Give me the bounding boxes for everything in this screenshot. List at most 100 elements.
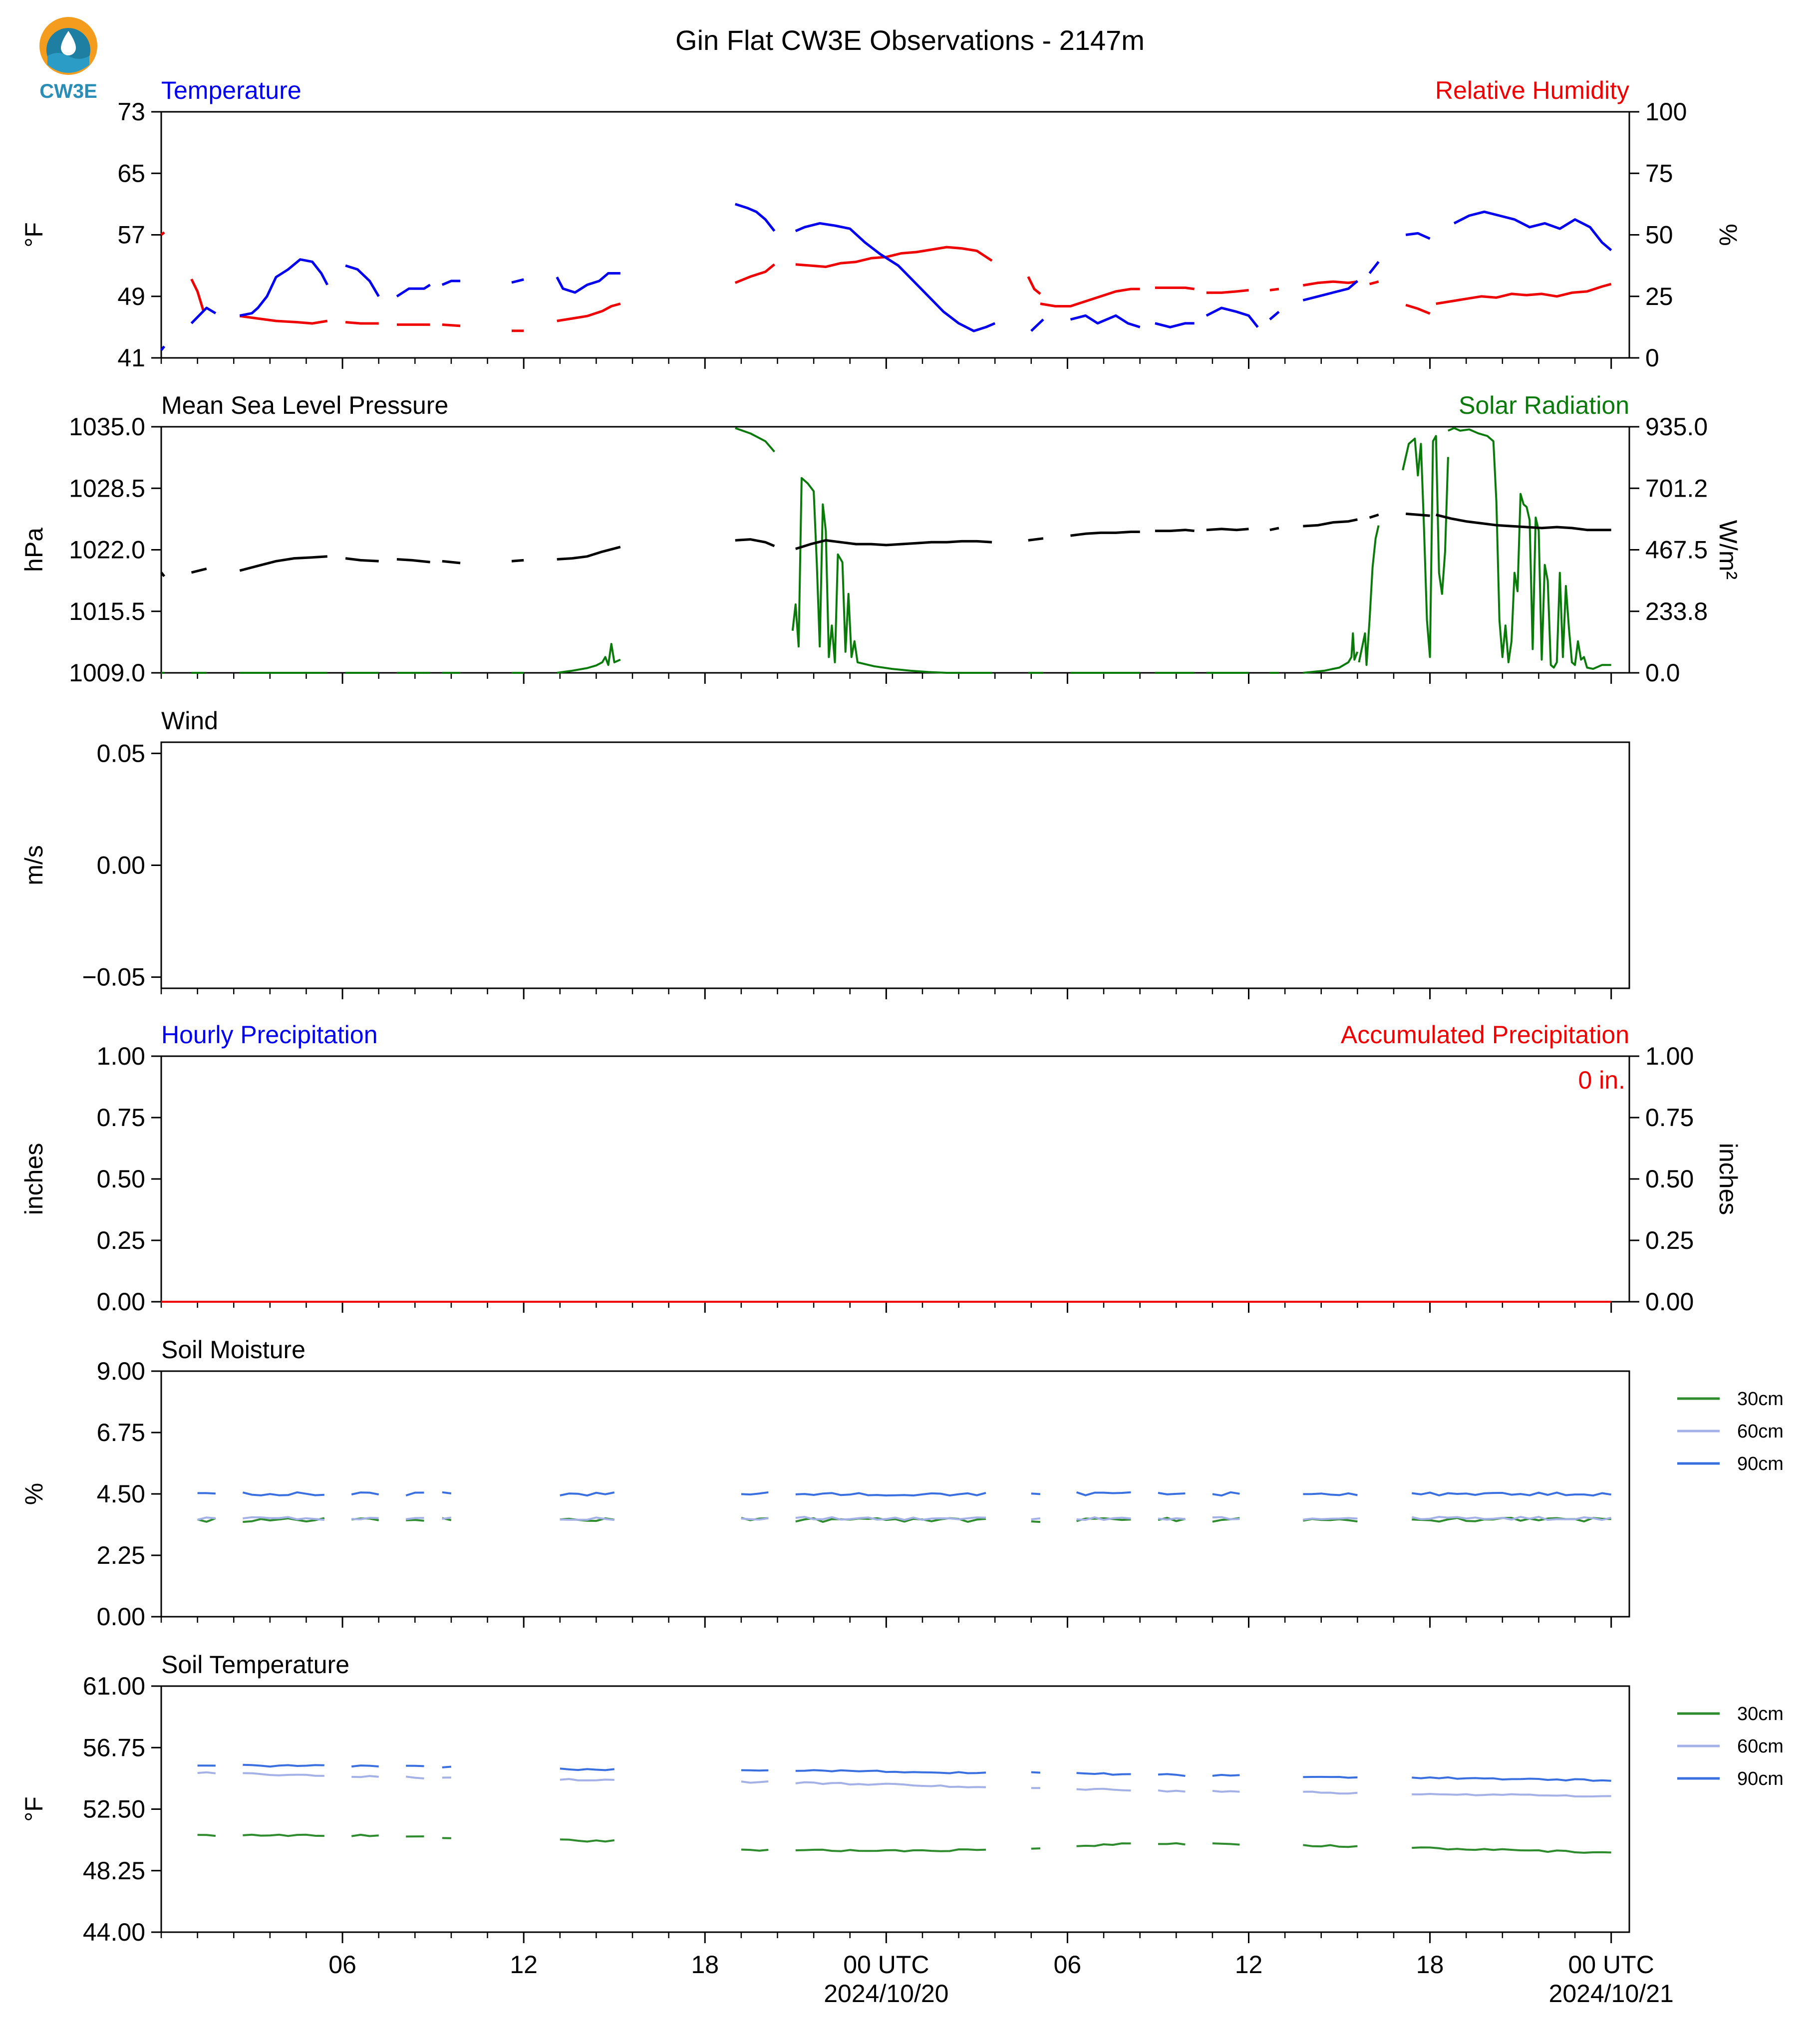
logo-wave-icon — [47, 53, 89, 73]
soil-temperature-series-60cm — [243, 1772, 324, 1777]
humidity-series-line — [239, 314, 328, 325]
soil-moisture-series-60cm — [1212, 1516, 1240, 1520]
humidity-series-line — [1405, 303, 1431, 315]
soil-moisture-series-90cm — [1303, 1492, 1358, 1496]
pressure-left-ytick-label: 1035.0 — [69, 413, 145, 441]
precipitation-left-ytick-label: 0.50 — [97, 1165, 145, 1193]
temperature-left-ytick-label: 73 — [117, 98, 145, 126]
soil-moisture-series-90cm — [795, 1491, 986, 1497]
soil-temperature-series-90cm — [243, 1763, 324, 1768]
soil-temperature-title-left: Soil Temperature — [161, 1651, 349, 1679]
temperature-right-ytick-label: 75 — [1645, 159, 1673, 187]
soil-temperature-series-30cm — [197, 1834, 216, 1837]
temperature-series-line — [795, 222, 996, 332]
temperature-series-line — [396, 284, 431, 297]
figure-title: Gin Flat CW3E Observations - 2147m — [675, 24, 1145, 56]
pressure-frame — [160, 426, 1630, 674]
humidity-series-line — [1040, 288, 1140, 307]
x-tick-label: 18 — [1416, 1951, 1444, 1979]
soil-moisture-series-90cm — [1212, 1491, 1240, 1497]
soil-temperature-panel: Soil Temperature 44.00 48.25 52.50 56.75 61.0… — [20, 1651, 1784, 1946]
solar-right-ytick-label: 935.0 — [1645, 413, 1708, 441]
soil-moisture-series-30cm — [243, 1517, 325, 1523]
soil-moisture-ylabel: % — [20, 1483, 48, 1505]
x-tick-label: 12 — [1235, 1951, 1263, 1979]
soil-temperature-series-30cm — [1076, 1842, 1131, 1847]
humidity-series-line — [1302, 280, 1358, 287]
solar-right-ytick-label: 467.5 — [1645, 536, 1708, 564]
precipitation-ylabel: inches — [20, 1143, 48, 1215]
pressure-series-line — [1070, 531, 1140, 537]
precipitation-title-right: Accumulated Precipitation — [1341, 1021, 1629, 1049]
soil-moisture-series-60cm — [197, 1516, 216, 1521]
humidity-series-line — [1206, 289, 1249, 294]
soil-temperature-legend-label: 30cm — [1737, 1704, 1784, 1725]
soil-temperature-left-ytick-label: 52.50 — [83, 1795, 145, 1823]
precipitation-panel: Hourly Precipitation Accumulated Precipit… — [20, 1021, 1742, 1316]
accumulated-right-ytick-label: 0.00 — [1645, 1288, 1694, 1316]
soil-moisture-series-90cm — [351, 1491, 379, 1496]
soil-temperature-series-30cm — [741, 1848, 769, 1852]
pressure-series-line — [1406, 512, 1430, 517]
logo-text: CW3E — [39, 80, 97, 102]
pressure-series-line — [442, 560, 461, 565]
solar-right-ytick-label: 233.8 — [1645, 597, 1708, 625]
soil-temperature-ylabel: °F — [20, 1796, 48, 1822]
x-tick-label: 18 — [691, 1951, 719, 1979]
soil-temperature-series-60cm — [1303, 1790, 1358, 1795]
soil-moisture-series-90cm — [741, 1491, 769, 1496]
pressure-series-line — [557, 546, 621, 561]
x-tick-label: 00 UTC — [1568, 1951, 1654, 1979]
temperature-title-left: Temperature — [161, 76, 302, 104]
pressure-left-ytick-label: 1028.5 — [69, 474, 145, 502]
soil-moisture-left-ytick-label: 4.50 — [97, 1480, 145, 1508]
soil-moisture-series-60cm — [1411, 1515, 1612, 1521]
soil-moisture-series-90cm — [1076, 1491, 1131, 1496]
accumulated-right-ytick-label: 0.50 — [1645, 1165, 1694, 1193]
soil-moisture-panel: Soil Moisture 0.00 2.25 4.50 6.75 9.00% 30cm 60… — [20, 1336, 1784, 1631]
humidity-series-line — [734, 263, 775, 284]
solar-series-line — [1448, 427, 1611, 670]
temperature-title-right: Relative Humidity — [1435, 76, 1629, 104]
soil-temperature-series-60cm — [1412, 1793, 1611, 1798]
soil-temperature-series-60cm — [795, 1781, 986, 1788]
soil-temperature-series-30cm — [1158, 1842, 1186, 1846]
humidity-series-line — [345, 321, 379, 325]
temperature-series-line — [345, 264, 380, 297]
soil-temperature-series-60cm — [1076, 1787, 1131, 1792]
soil-temperature-series-90cm — [1303, 1775, 1358, 1779]
soil-temperature-series-60cm — [197, 1771, 216, 1774]
soil-moisture-legend-label: 90cm — [1737, 1453, 1784, 1474]
panels: Temperature Relative Humidity 41 49 57 65 73 0 2… — [20, 76, 1784, 2008]
temperature-left-ytick-label: 57 — [117, 221, 145, 249]
accumulated-total-annotation: 0 in. — [1578, 1066, 1625, 1094]
precipitation-left-ytick-label: 0.75 — [97, 1104, 145, 1132]
temperature-series-line — [1405, 232, 1431, 240]
humidity-series-line — [795, 246, 993, 269]
soil-moisture-series-90cm — [1158, 1491, 1186, 1495]
temperature-series-line — [1206, 306, 1259, 328]
soil-moisture-series-90cm — [1031, 1492, 1041, 1495]
solar-ylabel: W/m² — [1714, 520, 1742, 579]
humidity-series-line — [190, 279, 205, 312]
soil-moisture-series-30cm — [1412, 1517, 1611, 1523]
soil-temperature-series-30cm — [1303, 1844, 1358, 1848]
wind-ytick-label: 0.05 — [97, 739, 145, 767]
soil-moisture-left-ytick-label: 2.25 — [97, 1541, 145, 1569]
temperature-series-line — [160, 345, 166, 351]
temperature-series-line — [556, 272, 620, 294]
pressure-left-ytick-label: 1009.0 — [69, 659, 145, 687]
x-tick-label: 06 — [1054, 1951, 1082, 1979]
humidity-series-line — [1269, 288, 1279, 291]
precipitation-left-ytick-label: 1.00 — [97, 1042, 145, 1070]
temperature-series-line — [1030, 318, 1044, 332]
solar-series-line — [1402, 435, 1449, 658]
soil-temperature-series-30cm — [351, 1833, 379, 1837]
pressure-series-line — [160, 572, 166, 578]
temperature-series-line — [441, 280, 461, 286]
soil-moisture-series-60cm — [1303, 1517, 1358, 1521]
soil-temperature-series-90cm — [795, 1769, 986, 1774]
humidity-series-line — [1027, 276, 1041, 295]
soil-temperature-series-60cm — [1212, 1789, 1240, 1793]
wind-title-left: Wind — [161, 707, 218, 735]
